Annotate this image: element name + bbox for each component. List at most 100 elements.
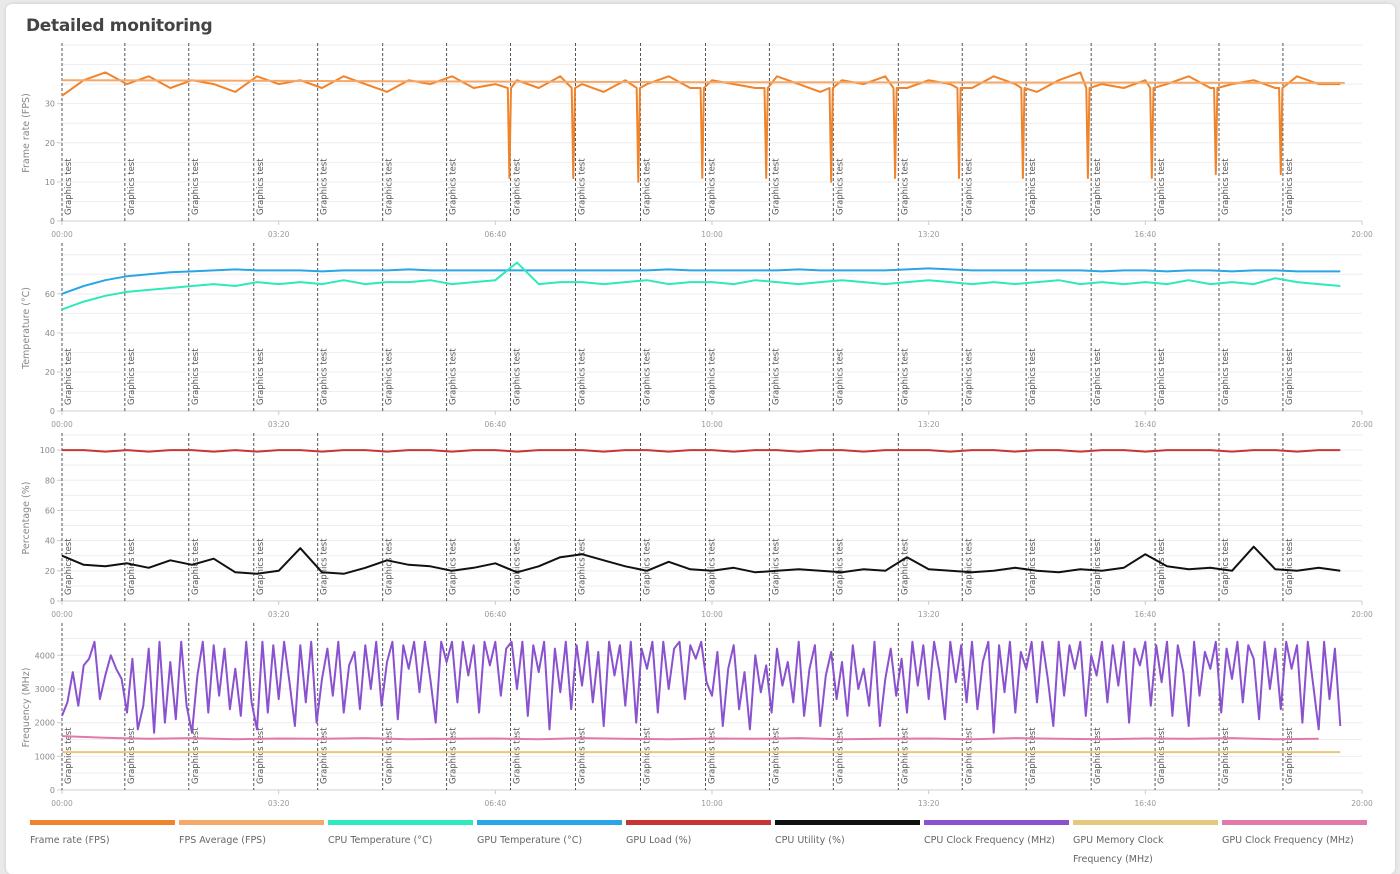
legend-item[interactable]: GPU Temperature (°C) — [477, 820, 622, 850]
legend-item[interactable]: GPU Memory Clock Frequency (MHz) — [1073, 820, 1218, 869]
legend-label: CPU Clock Frequency (MHz) — [924, 835, 1056, 846]
graphics-test-label: Graphics test — [256, 158, 266, 215]
graphics-test-label: Graphics test — [1285, 538, 1295, 595]
graphics-test-label: Graphics test — [771, 727, 781, 784]
legend-swatch — [924, 820, 1069, 825]
graphics-test-label: Graphics test — [449, 348, 459, 405]
y-tick-label: 1000 — [35, 752, 55, 761]
y-tick-label: 2000 — [35, 719, 55, 728]
graphics-test-label: Graphics test — [64, 158, 74, 215]
y-tick-label: 20 — [45, 567, 55, 576]
y-tick-label: 60 — [45, 506, 55, 515]
x-tick-label: 10:00 — [701, 230, 723, 239]
series-line-fps-average-fps — [61, 79, 1345, 84]
x-tick-label: 13:20 — [918, 799, 940, 808]
x-tick-label: 10:00 — [701, 610, 723, 619]
series-line-gpu-load — [62, 449, 1341, 453]
graphics-test-label: Graphics test — [191, 348, 201, 405]
y-tick-label: 0 — [50, 217, 55, 226]
y-tick-label: 3000 — [35, 685, 55, 694]
graphics-test-label: Graphics test — [835, 538, 845, 595]
legend-item[interactable]: CPU Clock Frequency (MHz) — [924, 820, 1069, 850]
x-tick-label: 06:40 — [485, 610, 507, 619]
graphics-test-label: Graphics test — [1221, 538, 1231, 595]
y-tick-label: 10 — [45, 178, 55, 187]
graphics-test-label: Graphics test — [771, 538, 781, 595]
x-tick-label: 20:00 — [1351, 610, 1373, 619]
series-line-cpu-utility — [61, 545, 1341, 575]
graphics-test-label: Graphics test — [449, 158, 459, 215]
legend-swatch — [477, 820, 622, 825]
graphics-test-label: Graphics test — [385, 348, 395, 405]
graphics-test-label: Graphics test — [127, 348, 137, 405]
graphics-test-label: Graphics test — [1285, 158, 1295, 215]
x-tick-label: 00:00 — [51, 420, 73, 429]
graphics-test-label: Graphics test — [643, 348, 653, 405]
legend-label: GPU Load (%) — [626, 835, 692, 846]
x-tick-label: 20:00 — [1351, 230, 1373, 239]
legend-label: GPU Memory Clock Frequency (MHz) — [1073, 835, 1164, 865]
graphics-test-label: Graphics test — [320, 538, 330, 595]
graphics-test-label: Graphics test — [771, 348, 781, 405]
x-tick-label: 13:20 — [918, 420, 940, 429]
graphics-test-label: Graphics test — [1157, 538, 1167, 595]
graphics-test-label: Graphics test — [449, 538, 459, 595]
graphics-test-label: Graphics test — [320, 158, 330, 215]
y-tick-label: 4000 — [35, 651, 55, 660]
x-tick-label: 13:20 — [918, 610, 940, 619]
y-axis-title: Percentage (%) — [21, 482, 32, 555]
graphics-test-label: Graphics test — [835, 348, 845, 405]
y-tick-label: 20 — [45, 368, 55, 377]
graphics-test-label: Graphics test — [964, 727, 974, 784]
graphics-test-label: Graphics test — [64, 538, 74, 595]
graphics-test-label: Graphics test — [643, 727, 653, 784]
series-line-cpu-clock-frequency-mhz — [61, 640, 1342, 734]
legend-swatch — [328, 820, 473, 825]
x-tick-label: 03:20 — [268, 420, 290, 429]
legend-swatch — [1073, 820, 1218, 825]
graphics-test-label: Graphics test — [513, 348, 523, 405]
legend-swatch — [626, 820, 771, 825]
graphics-test-label: Graphics test — [835, 158, 845, 215]
x-tick-label: 03:20 — [268, 799, 290, 808]
graphics-test-label: Graphics test — [708, 158, 718, 215]
graphics-test-label: Graphics test — [513, 727, 523, 784]
x-tick-label: 03:20 — [268, 230, 290, 239]
graphics-test-label: Graphics test — [1028, 348, 1038, 405]
graphics-test-label: Graphics test — [1093, 538, 1103, 595]
graphics-test-label: Graphics test — [64, 348, 74, 405]
y-tick-label: 40 — [45, 329, 55, 338]
graphics-test-label: Graphics test — [900, 348, 910, 405]
x-tick-label: 00:00 — [51, 610, 73, 619]
graphics-test-label: Graphics test — [385, 158, 395, 215]
graphics-test-label: Graphics test — [578, 158, 588, 215]
graphics-test-label: Graphics test — [127, 158, 137, 215]
graphics-test-label: Graphics test — [127, 538, 137, 595]
legend-item[interactable]: CPU Temperature (°C) — [328, 820, 473, 850]
graphics-test-label: Graphics test — [964, 538, 974, 595]
chart-panel-3: 0 20 40 60 80 100 Percentage (%) 00:00 03:20 06:4… — [21, 433, 1373, 619]
graphics-test-label: Graphics test — [256, 727, 266, 784]
legend-label: GPU Clock Frequency (MHz) — [1222, 835, 1354, 846]
graphics-test-label: Graphics test — [964, 348, 974, 405]
y-tick-label: 20 — [45, 139, 55, 148]
chart-panel-2: 0 20 40 60 Temperature (°C) 00:00 03:20 06:40 10… — [21, 243, 1373, 429]
legend-item[interactable]: CPU Utility (%) — [775, 820, 920, 850]
graphics-test-label: Graphics test — [449, 727, 459, 784]
legend-item[interactable]: GPU Load (%) — [626, 820, 771, 850]
y-tick-label: 60 — [45, 290, 55, 299]
x-tick-label: 10:00 — [701, 799, 723, 808]
x-tick-label: 10:00 — [701, 420, 723, 429]
graphics-test-label: Graphics test — [1093, 158, 1103, 215]
graphics-test-label: Graphics test — [900, 727, 910, 784]
graphics-test-label: Graphics test — [191, 727, 201, 784]
graphics-test-label: Graphics test — [835, 727, 845, 784]
x-tick-label: 16:40 — [1135, 420, 1157, 429]
legend-item[interactable]: Frame rate (FPS) — [30, 820, 175, 850]
legend-item[interactable]: FPS Average (FPS) — [179, 820, 324, 850]
legend-item[interactable]: GPU Clock Frequency (MHz) — [1222, 820, 1367, 850]
x-tick-label: 00:00 — [51, 799, 73, 808]
graphics-test-label: Graphics test — [1157, 727, 1167, 784]
y-axis-title: Frequency (MHz) — [21, 668, 32, 748]
